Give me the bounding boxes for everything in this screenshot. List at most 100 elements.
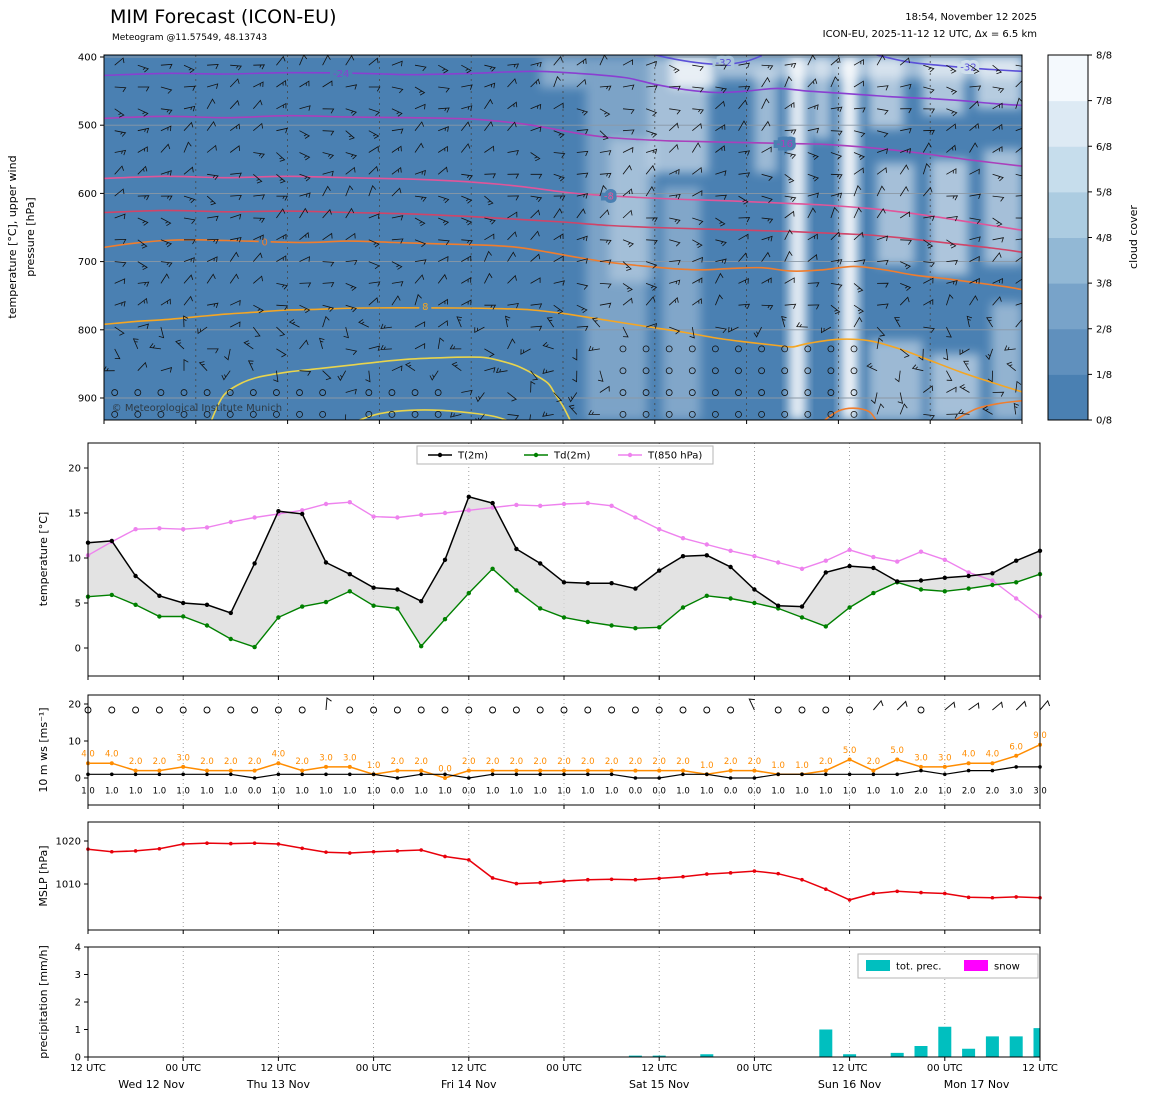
gust-value-label: 1.0	[771, 761, 785, 771]
wind-barb-icon	[830, 206, 839, 219]
wind-barb-icon	[969, 193, 981, 200]
gust-value-label: 3.0	[176, 753, 190, 763]
wind-barb-icon	[969, 122, 980, 132]
wind-barb-icon	[807, 127, 820, 134]
temperature-ylabel: temperature [°C]	[37, 512, 50, 606]
calm-wind-icon	[536, 706, 544, 714]
wind-barb-icon	[784, 152, 797, 159]
wind-barb-icon	[622, 261, 632, 271]
colorbar-tick-label: 4/8	[1096, 233, 1112, 244]
temperature-contour	[104, 238, 1022, 291]
wind-barb-icon	[391, 365, 403, 372]
wind-barb-icon	[438, 217, 450, 226]
wind-barb-icon	[923, 299, 934, 306]
wind-barb-icon	[1039, 699, 1051, 711]
wind-barb-icon	[576, 78, 587, 88]
wind-barb-icon	[1015, 97, 1022, 109]
wind-barb-icon	[715, 272, 724, 284]
temperature-legend: T(2m) Td(2m) T(850 hPa)	[416, 445, 714, 465]
wind-barb-icon	[252, 326, 261, 337]
wind-barb-icon	[391, 187, 402, 197]
contour-label: 0	[261, 237, 267, 248]
wind-barb-icon	[507, 121, 517, 131]
wind-barb-icon	[923, 277, 934, 284]
wind-barb-icon	[461, 239, 473, 246]
wind-barb-icon	[114, 261, 127, 267]
wind-barb-icon	[946, 216, 958, 222]
wind-barb-icon	[692, 86, 704, 93]
wind-barb-icon	[449, 344, 462, 350]
wind-barb-icon	[622, 129, 635, 135]
x-tick-label: 00 UTC	[356, 1063, 392, 1074]
wind-barb-icon	[450, 412, 462, 418]
wind-barb-icon	[807, 173, 820, 182]
wind-barb-icon	[322, 304, 335, 312]
calm-wind-icon	[346, 706, 354, 714]
model-info: ICON-EU, 2025-11-12 12 UTC, Δx = 6.5 km	[822, 29, 1037, 40]
calm-wind-icon	[619, 410, 627, 418]
wind-barb-icon	[461, 299, 472, 306]
wind-barb-icon	[207, 215, 219, 222]
wind-barb-icon	[853, 130, 866, 138]
wind-barb-icon	[894, 317, 901, 328]
wind-barb-icon	[830, 259, 843, 265]
wind-barb-icon	[345, 130, 355, 140]
wind-barb-icon	[992, 296, 1002, 306]
wind-barb-icon	[691, 142, 701, 153]
wind-barb-icon	[918, 348, 924, 361]
wind-barb-icon	[853, 259, 866, 265]
calm-wind-icon	[226, 410, 234, 418]
wind-barb-icon	[1013, 402, 1019, 415]
calm-wind-icon	[111, 389, 119, 396]
precip-bars	[628, 1026, 1040, 1057]
wind-barb-icon	[530, 195, 543, 202]
wind-barb-icon	[738, 150, 751, 156]
wind-barb-icon	[546, 317, 555, 328]
wind-barb-icon	[761, 76, 771, 88]
calm-wind-icon	[781, 345, 789, 353]
wind-barb-icon	[982, 406, 993, 415]
wind-barb-icon	[899, 57, 910, 66]
calm-wind-icon	[688, 345, 696, 353]
wind-barb-icon	[207, 173, 219, 181]
wind-barb-icon	[568, 404, 578, 415]
wind-barb-icon	[692, 217, 704, 225]
colorbar-tick-label: 3/8	[1096, 279, 1112, 290]
wind-barb-icon	[183, 121, 194, 131]
gust-value-label: 2.0	[629, 757, 643, 767]
wind-barb-icon	[337, 370, 347, 382]
wind-value-label: 1.0	[819, 787, 833, 797]
wind-barb-icon	[966, 315, 973, 328]
wind-barb-icon	[748, 698, 755, 711]
wind-barb-icon	[461, 173, 473, 180]
wind-barb-icon	[830, 283, 843, 290]
wind-barb-icon	[876, 185, 886, 197]
wind-barb-icon	[230, 172, 242, 178]
wind-barb-icon	[207, 64, 219, 70]
wind-barb-icon	[368, 239, 380, 248]
wind-barb-icon	[206, 83, 219, 89]
wind-barb-icon	[946, 413, 959, 419]
wind-barb-icon	[391, 86, 404, 94]
wind-barb-icon	[198, 361, 208, 371]
wind-barb-icon	[807, 192, 819, 199]
calm-wind-icon	[134, 389, 142, 396]
wind-barb-icon	[599, 302, 612, 309]
wind-barb-icon	[899, 296, 910, 306]
precip-bar	[985, 1036, 999, 1057]
calm-wind-icon	[584, 706, 592, 714]
wind-barb-icon	[404, 362, 416, 372]
wind-barb-icon	[738, 252, 748, 262]
cloud-patch	[869, 340, 923, 420]
wind-barb-icon	[761, 304, 774, 311]
wind-barb-icon	[137, 323, 149, 330]
y-tick-label: 0	[75, 1053, 81, 1064]
wind-barb-icon	[669, 64, 680, 74]
wind-value-label: 1.0	[343, 787, 357, 797]
wind-barb-icon	[715, 239, 727, 247]
gust-value-label: 2.0	[819, 757, 833, 767]
wind-barb-icon	[252, 252, 263, 262]
wind-barb-icon	[692, 277, 703, 284]
pressure-tick-label: 700	[78, 257, 97, 268]
wind-barb-icon	[184, 239, 196, 245]
